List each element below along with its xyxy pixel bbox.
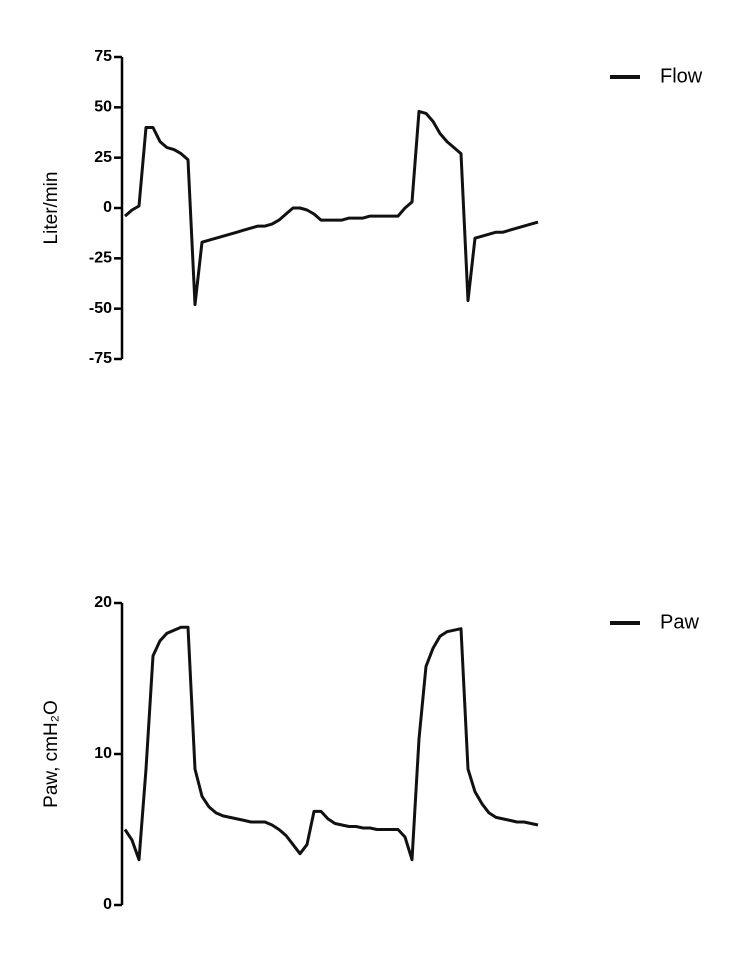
legend-label: Flow [660,65,703,87]
y-tick-label: 75 [94,48,112,65]
data-line [124,109,539,307]
y-tick-label: 25 [94,149,112,166]
y-tick-label: 20 [94,594,112,611]
y-tick-label: -25 [89,250,112,267]
y-tick-label: -50 [89,300,112,317]
y-tick-label: -75 [89,350,112,367]
y-tick-label: 0 [103,896,112,913]
y-tick-label: 10 [94,745,112,762]
data-line [123,625,539,862]
y-tick-label: 0 [103,199,112,216]
y-axis-label: Liter/min [41,172,62,245]
y-axis-label: Paw, cmH₂O [41,700,62,808]
y-tick-label: 50 [94,99,112,116]
legend-label: Paw [660,611,699,633]
